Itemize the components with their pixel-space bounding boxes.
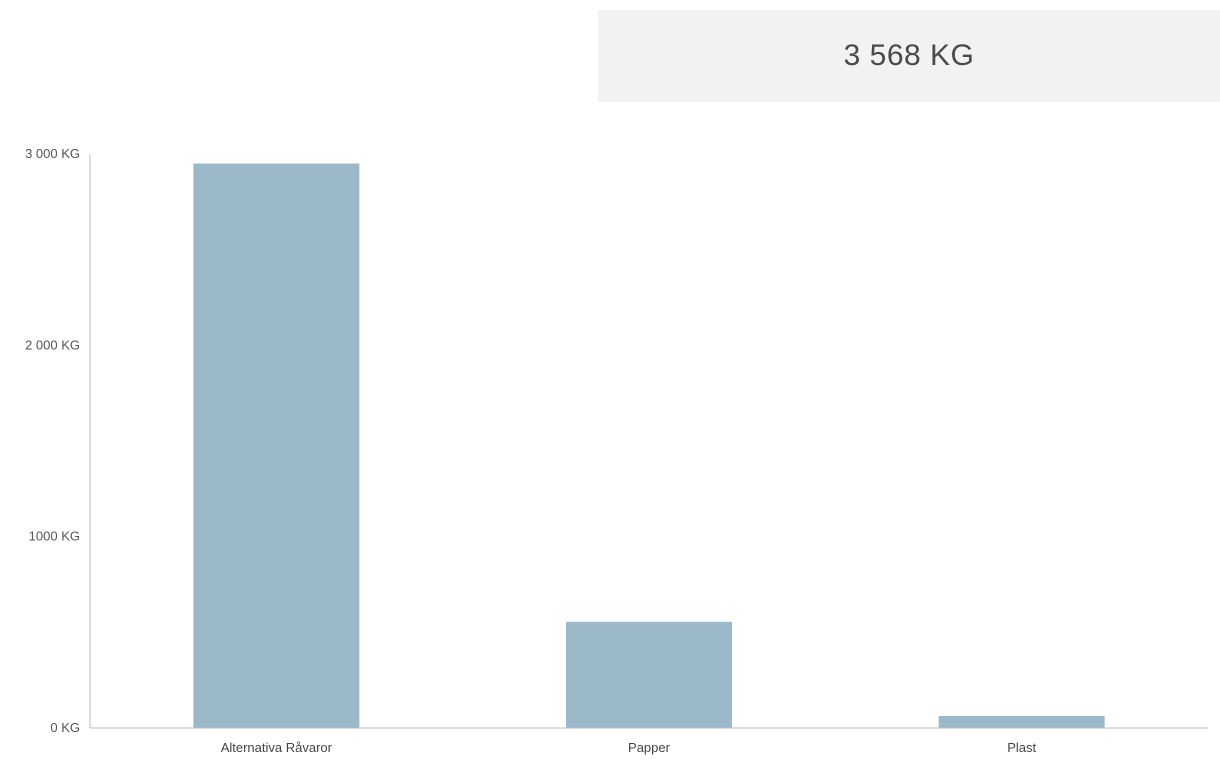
total-value: 3 568 KG	[843, 39, 975, 72]
bar-alternativa-r-varor[interactable]	[193, 163, 360, 729]
x-axis: Alternativa Råvaror Papper Plast	[90, 727, 1208, 755]
y-tick-label: 0 KG	[50, 720, 80, 735]
bar-papper[interactable]	[566, 621, 732, 728]
x-category-label: Alternativa Råvaror	[221, 740, 333, 755]
x-category-label: Papper	[628, 740, 671, 755]
bar-plast[interactable]	[938, 715, 1105, 728]
y-tick-label: 1000 KG	[29, 529, 80, 544]
y-tick-label: 3 000 KG	[25, 146, 80, 161]
y-tick-label: 2 000 KG	[25, 337, 80, 352]
bars	[193, 163, 1105, 729]
y-axis: 0 KG 1000 KG 2 000 KG 3 000 KG	[25, 146, 91, 735]
total-summary-box: 3 568 KG	[598, 10, 1220, 102]
x-category-label: Plast	[1007, 740, 1036, 755]
